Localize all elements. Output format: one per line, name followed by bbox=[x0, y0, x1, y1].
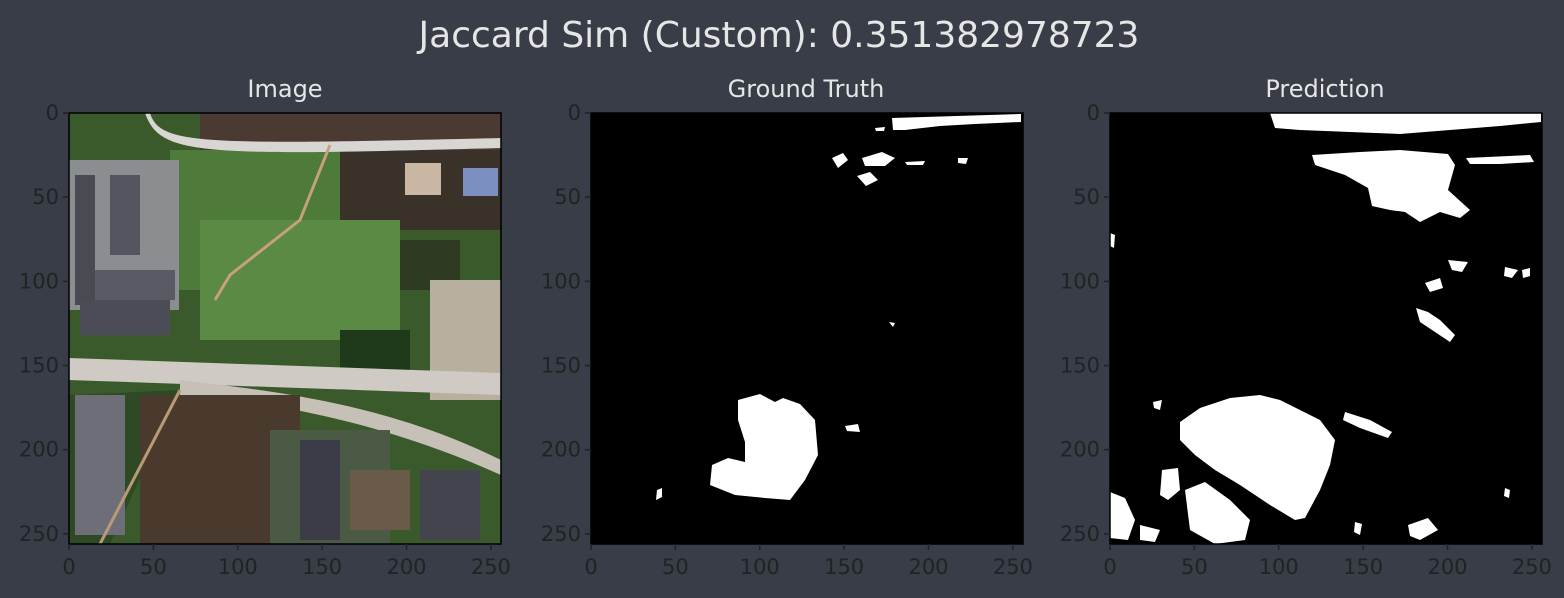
x-tick-label: 150 bbox=[824, 555, 864, 579]
figure-title: Jaccard Sim (Custom): 0.351382978723 bbox=[417, 15, 1140, 56]
x-axis-ticks-image: 0 50 100 150 200 250 bbox=[62, 544, 511, 579]
y-tick-label: 100 bbox=[1060, 269, 1100, 293]
y-axis-ticks-prediction: 0 50 100 150 200 250 bbox=[1060, 101, 1110, 546]
y-tick-label: 50 bbox=[554, 185, 581, 209]
x-tick-label: 0 bbox=[62, 555, 75, 579]
x-axis-ticks-ground-truth: 0 50 100 150 200 250 bbox=[584, 544, 1033, 579]
y-tick-label: 0 bbox=[1087, 101, 1100, 125]
y-tick-label: 100 bbox=[541, 269, 581, 293]
panel-prediction: Prediction bbox=[1060, 75, 1552, 579]
x-tick-label: 100 bbox=[1259, 555, 1299, 579]
x-tick-label: 200 bbox=[1427, 555, 1467, 579]
x-tick-label: 0 bbox=[1103, 555, 1116, 579]
y-tick-label: 150 bbox=[19, 354, 59, 378]
x-axis-ticks-prediction: 0 50 100 150 200 250 bbox=[1103, 544, 1552, 579]
x-tick-label: 150 bbox=[302, 555, 342, 579]
y-tick-label: 0 bbox=[46, 101, 59, 125]
x-tick-label: 100 bbox=[218, 555, 258, 579]
x-tick-label: 200 bbox=[908, 555, 948, 579]
y-tick-label: 200 bbox=[19, 438, 59, 462]
y-tick-label: 200 bbox=[1060, 438, 1100, 462]
y-tick-label: 50 bbox=[1073, 185, 1100, 209]
y-tick-label: 250 bbox=[1060, 522, 1100, 546]
panel-image: Image bbox=[19, 75, 511, 579]
y-tick-label: 250 bbox=[541, 522, 581, 546]
y-axis-ticks-image: 0 50 100 150 200 250 bbox=[19, 101, 69, 546]
y-tick-label: 50 bbox=[32, 185, 59, 209]
x-tick-label: 250 bbox=[993, 555, 1033, 579]
y-tick-label: 250 bbox=[19, 522, 59, 546]
y-tick-label: 200 bbox=[541, 438, 581, 462]
satellite-image bbox=[69, 113, 501, 544]
x-tick-label: 50 bbox=[662, 555, 689, 579]
x-tick-label: 50 bbox=[1181, 555, 1208, 579]
x-tick-label: 50 bbox=[140, 555, 167, 579]
x-tick-label: 150 bbox=[1343, 555, 1383, 579]
prediction-mask bbox=[1110, 113, 1541, 544]
x-tick-label: 250 bbox=[471, 555, 511, 579]
panel-title-ground-truth: Ground Truth bbox=[728, 75, 885, 103]
x-tick-label: 0 bbox=[584, 555, 597, 579]
panel-title-prediction: Prediction bbox=[1265, 75, 1384, 103]
ground-truth-mask bbox=[656, 114, 1021, 500]
y-axis-ticks-ground-truth: 0 50 100 150 200 250 bbox=[541, 101, 591, 546]
y-tick-label: 150 bbox=[1060, 354, 1100, 378]
panel-title-image: Image bbox=[247, 75, 322, 103]
x-tick-label: 200 bbox=[386, 555, 426, 579]
y-tick-label: 150 bbox=[541, 354, 581, 378]
x-tick-label: 250 bbox=[1512, 555, 1552, 579]
panel-ground-truth: Ground Truth 0 50 100 150 200 250 0 50 100 150 20… bbox=[541, 75, 1033, 579]
x-tick-label: 100 bbox=[740, 555, 780, 579]
y-tick-label: 100 bbox=[19, 269, 59, 293]
y-tick-label: 0 bbox=[568, 101, 581, 125]
